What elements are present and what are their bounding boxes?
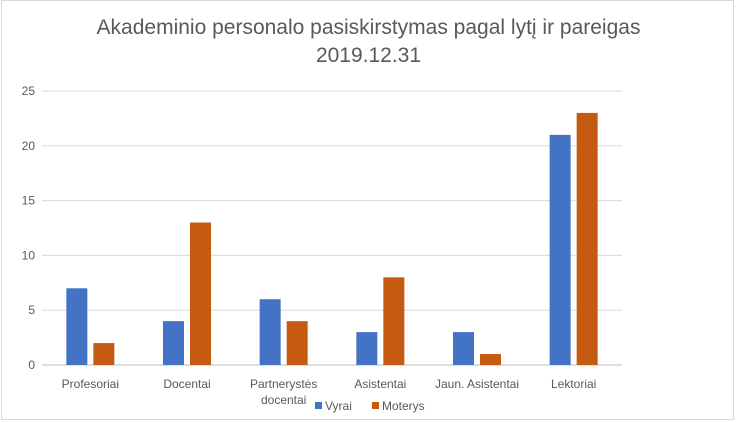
x-tick-label: Jaun. Asistentai xyxy=(435,377,519,391)
bar-moterys-1 xyxy=(93,343,115,365)
legend-swatch-moterys xyxy=(372,402,379,409)
legend-label-vyrai: Vyrai xyxy=(325,399,352,413)
x-axis-ticks: Profesoriai Docentai Partnerystės docentai A… xyxy=(62,377,597,407)
bar-moterys-4 xyxy=(383,277,405,365)
gridlines xyxy=(42,90,622,366)
x-tick-label: Docentai xyxy=(163,377,210,391)
bar-vyrai-1 xyxy=(66,288,88,365)
bar-vyrai-4 xyxy=(356,332,378,365)
x-tick-label: Asistentai xyxy=(354,377,406,391)
bar-vyrai-2 xyxy=(163,321,184,365)
bar-moterys-6 xyxy=(576,112,598,365)
bars xyxy=(66,112,598,365)
bar-moterys-3 xyxy=(286,321,308,365)
bar-moterys-5 xyxy=(480,354,501,365)
y-tick-label: 5 xyxy=(28,303,35,317)
legend: Vyrai Moterys xyxy=(315,399,425,413)
chart-title-line2: 2019.12.31 xyxy=(315,44,422,67)
bar-vyrai-5 xyxy=(453,332,474,365)
legend-swatch-vyrai xyxy=(315,402,322,409)
y-tick-label: 20 xyxy=(22,139,36,153)
y-tick-label: 25 xyxy=(22,84,36,98)
x-tick-label: Lektoriai xyxy=(551,377,596,391)
y-tick-label: 10 xyxy=(22,248,36,262)
bar-moterys-2 xyxy=(190,222,211,365)
bar-vyrai-3 xyxy=(259,299,281,365)
bar-vyrai-6 xyxy=(549,134,571,365)
y-tick-label: 0 xyxy=(28,358,35,372)
chart-title-line1: Akademinio personalo pasiskirstymas paga… xyxy=(96,16,641,39)
y-axis-ticks: 0 5 10 15 20 25 xyxy=(22,84,36,372)
legend-label-moterys: Moterys xyxy=(382,399,425,413)
x-tick-label: Profesoriai xyxy=(62,377,119,391)
chart-title: Akademinio personalo pasiskirstymas paga… xyxy=(0,14,737,70)
y-tick-label: 15 xyxy=(22,194,36,208)
x-tick-label: Partnerystės docentai xyxy=(250,377,317,407)
